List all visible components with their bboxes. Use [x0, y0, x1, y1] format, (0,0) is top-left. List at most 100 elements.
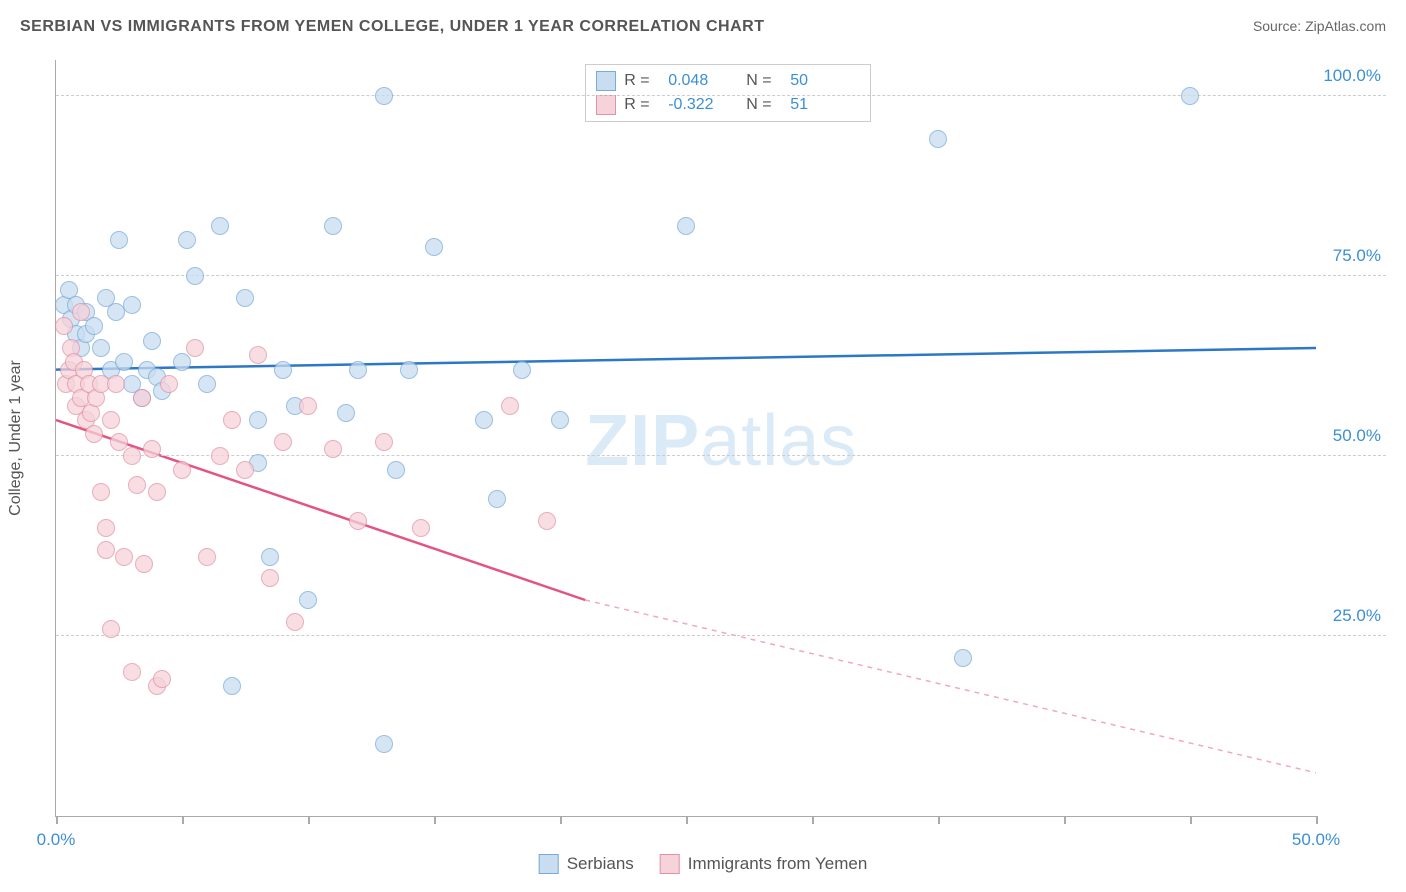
data-point — [299, 397, 317, 415]
data-point — [198, 375, 216, 393]
xtick-label: 50.0% — [1292, 830, 1340, 850]
data-point — [261, 569, 279, 587]
data-point — [236, 289, 254, 307]
data-point — [211, 447, 229, 465]
data-point — [274, 361, 292, 379]
ytick-label: 25.0% — [1333, 606, 1381, 626]
gridline-h — [56, 635, 1386, 636]
data-point — [115, 353, 133, 371]
data-point — [143, 440, 161, 458]
data-point — [1181, 87, 1199, 105]
y-axis-label: College, Under 1 year — [7, 360, 25, 516]
data-point — [501, 397, 519, 415]
swatch — [596, 71, 616, 91]
data-point — [249, 346, 267, 364]
chart-title: SERBIAN VS IMMIGRANTS FROM YEMEN COLLEGE… — [20, 18, 764, 36]
data-point — [102, 411, 120, 429]
data-point — [128, 476, 146, 494]
plot-wrap: College, Under 1 year ZIPatlas R =0.048N… — [55, 60, 1386, 817]
r-value: -0.322 — [668, 96, 738, 114]
ytick-label: 100.0% — [1323, 66, 1381, 86]
data-point — [349, 361, 367, 379]
data-point — [299, 591, 317, 609]
stats-row: R = 0.048 N = 50 — [596, 69, 860, 93]
r-value: 0.048 — [668, 72, 738, 90]
data-point — [153, 670, 171, 688]
xtick — [56, 816, 58, 824]
data-point — [375, 735, 393, 753]
data-point — [186, 339, 204, 357]
xtick — [686, 816, 688, 824]
data-point — [324, 440, 342, 458]
data-point — [85, 425, 103, 443]
data-point — [249, 411, 267, 429]
data-point — [375, 87, 393, 105]
data-point — [102, 620, 120, 638]
data-point — [160, 375, 178, 393]
data-point — [349, 512, 367, 530]
legend-label: Immigrants from Yemen — [688, 854, 868, 874]
data-point — [110, 231, 128, 249]
swatch — [596, 95, 616, 115]
data-point — [412, 519, 430, 537]
data-point — [72, 303, 90, 321]
data-point — [92, 339, 110, 357]
n-label: N = — [746, 72, 782, 90]
data-point — [223, 411, 241, 429]
legend-label: Serbians — [567, 854, 634, 874]
n-label: N = — [746, 96, 782, 114]
xtick — [1190, 816, 1192, 824]
data-point — [123, 296, 141, 314]
r-label: R = — [624, 96, 660, 114]
data-point — [538, 512, 556, 530]
xtick — [434, 816, 436, 824]
data-point — [198, 548, 216, 566]
data-point — [400, 361, 418, 379]
n-value: 51 — [790, 96, 860, 114]
stats-legend: R = 0.048 N = 50 R = -0.322 N = 51 — [585, 64, 871, 122]
data-point — [173, 353, 191, 371]
data-point — [178, 231, 196, 249]
data-point — [954, 649, 972, 667]
xtick — [560, 816, 562, 824]
data-point — [133, 389, 151, 407]
ytick-label: 75.0% — [1333, 246, 1381, 266]
xtick — [1064, 816, 1066, 824]
data-point — [677, 217, 695, 235]
data-point — [286, 613, 304, 631]
swatch — [660, 854, 680, 874]
data-point — [387, 461, 405, 479]
legend-item: Serbians — [539, 854, 634, 874]
data-point — [92, 483, 110, 501]
data-point — [488, 490, 506, 508]
xtick — [1316, 816, 1318, 824]
n-value: 50 — [790, 72, 860, 90]
trend-lines — [56, 60, 1316, 816]
data-point — [324, 217, 342, 235]
data-point — [107, 375, 125, 393]
data-point — [929, 130, 947, 148]
data-point — [55, 317, 73, 335]
data-point — [337, 404, 355, 422]
data-point — [425, 238, 443, 256]
data-point — [148, 483, 166, 501]
xtick — [308, 816, 310, 824]
xtick-label: 0.0% — [37, 830, 76, 850]
data-point — [211, 217, 229, 235]
data-point — [274, 433, 292, 451]
plot-area: College, Under 1 year ZIPatlas R =0.048N… — [55, 60, 1316, 817]
stats-row: R = -0.322 N = 51 — [596, 93, 860, 117]
data-point — [375, 433, 393, 451]
data-point — [123, 447, 141, 465]
legend-item: Immigrants from Yemen — [660, 854, 868, 874]
data-point — [123, 663, 141, 681]
series-legend: Serbians Immigrants from Yemen — [539, 854, 868, 874]
xtick — [938, 816, 940, 824]
ytick-label: 50.0% — [1333, 426, 1381, 446]
r-label: R = — [624, 72, 660, 90]
data-point — [143, 332, 161, 350]
gridline-h — [56, 275, 1386, 276]
data-point — [115, 548, 133, 566]
data-point — [551, 411, 569, 429]
watermark: ZIPatlas — [585, 400, 857, 482]
